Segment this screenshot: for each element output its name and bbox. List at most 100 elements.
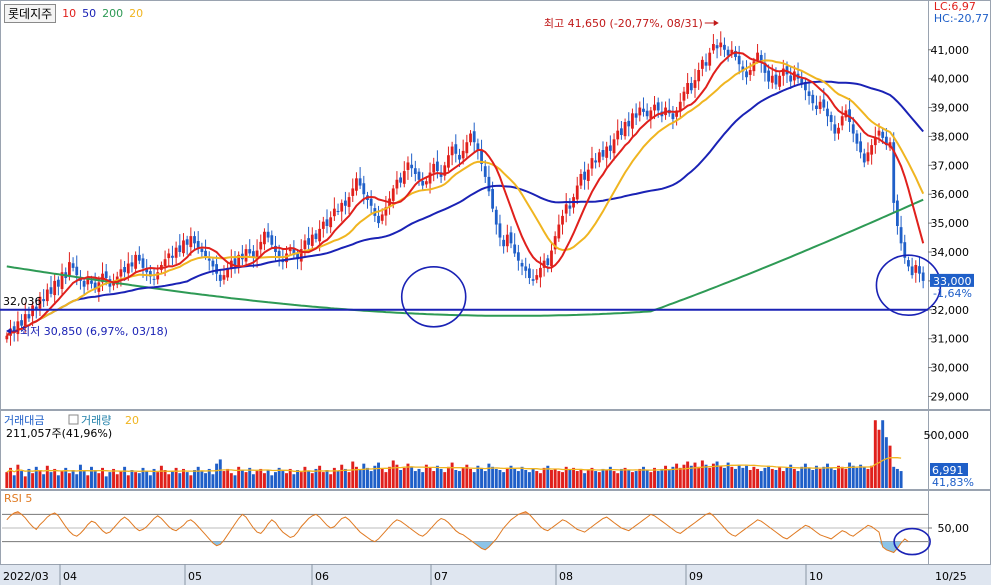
volume-bar	[211, 474, 215, 488]
volume-bar	[586, 470, 590, 488]
volume-bar	[362, 463, 366, 488]
candle-body	[649, 110, 653, 119]
candle	[218, 270, 222, 287]
candle-body	[881, 131, 885, 138]
candle-body	[461, 150, 465, 159]
candle	[45, 283, 49, 306]
volume-bar	[678, 467, 682, 488]
candle	[907, 256, 910, 272]
volume-bar	[20, 471, 24, 488]
candle-body	[410, 164, 414, 169]
candle-body	[399, 177, 402, 183]
symbol-name: 롯데지주	[8, 7, 53, 21]
candle	[49, 275, 53, 298]
chart-header: 롯데지주 10 50 200 20	[4, 4, 143, 23]
candle-body	[75, 266, 79, 276]
volume-bar	[196, 466, 200, 488]
volume-bar	[354, 466, 358, 488]
candle	[627, 112, 631, 137]
candle	[686, 73, 690, 99]
candle	[712, 34, 715, 54]
candle	[675, 106, 678, 126]
volume-bar	[358, 470, 362, 488]
candle	[399, 172, 402, 188]
candle	[719, 31, 723, 56]
volume-bar	[270, 475, 274, 488]
volume-bar	[623, 467, 627, 488]
volume-bar	[873, 420, 877, 488]
volume-bar	[148, 475, 152, 488]
candle	[134, 251, 138, 274]
candle	[914, 260, 918, 283]
candle-body	[586, 169, 590, 181]
volume-bar	[748, 470, 752, 488]
volume-bar	[719, 465, 723, 488]
volume-bar	[156, 472, 160, 488]
volume-bar	[638, 468, 642, 488]
volume-bar	[86, 475, 90, 488]
candle-body	[145, 269, 149, 273]
ma200-label: 200	[102, 7, 124, 20]
candle-body	[402, 171, 406, 184]
volume-bar	[218, 459, 222, 488]
candle	[579, 169, 583, 190]
candle-body	[285, 253, 288, 263]
candle	[137, 246, 141, 265]
volume-bar	[509, 465, 513, 488]
volume-bar	[71, 470, 75, 488]
candle-body	[697, 70, 701, 82]
candle-body	[594, 160, 598, 163]
candle	[700, 56, 704, 77]
candle	[697, 62, 701, 90]
candle-body	[174, 247, 178, 258]
symbol-selector[interactable]: 롯데지주	[4, 4, 57, 23]
candle	[870, 139, 874, 165]
volume-bar	[774, 470, 778, 488]
volume-bar	[697, 466, 701, 488]
volume-badge-pct: 41,83%	[932, 476, 974, 489]
candle	[509, 226, 513, 249]
candle	[428, 162, 432, 194]
volume-bar	[9, 467, 12, 488]
candle	[126, 252, 130, 281]
candle-body	[288, 247, 292, 252]
volume-bar	[653, 467, 656, 488]
candle-body	[524, 266, 528, 271]
candle	[329, 211, 333, 234]
candle	[178, 234, 182, 257]
candle	[502, 235, 506, 254]
candle-body	[579, 174, 583, 186]
volume-bar	[682, 464, 686, 488]
candle	[130, 255, 134, 273]
candle-body	[491, 189, 494, 209]
volume-bar	[627, 470, 631, 488]
candle	[726, 46, 730, 62]
volume-bar	[266, 470, 270, 488]
candle	[351, 178, 355, 203]
price-tick-label: 30,000	[931, 362, 970, 375]
candle-body	[23, 314, 27, 328]
volume-bar	[75, 474, 79, 488]
volume-bar	[446, 466, 450, 488]
volume-bar	[450, 462, 454, 488]
volume-bar	[281, 471, 285, 488]
candle	[347, 192, 351, 215]
candle-body	[833, 124, 837, 134]
candle	[60, 263, 64, 297]
candle-body	[71, 263, 75, 268]
candle-body	[60, 272, 64, 289]
candle-body	[807, 91, 811, 96]
volume-bar	[461, 467, 465, 488]
volume-bar	[329, 474, 333, 488]
volume-bar	[332, 467, 336, 488]
candle	[763, 52, 767, 82]
volume-bar	[803, 463, 807, 488]
volume-bar	[56, 475, 60, 488]
volume-bar	[594, 471, 598, 488]
volume-ma20-line	[6, 456, 902, 473]
candle-body	[82, 280, 86, 287]
candle-body	[748, 70, 752, 75]
candle-body	[318, 228, 322, 242]
candle	[402, 161, 406, 188]
candle-body	[347, 197, 351, 207]
